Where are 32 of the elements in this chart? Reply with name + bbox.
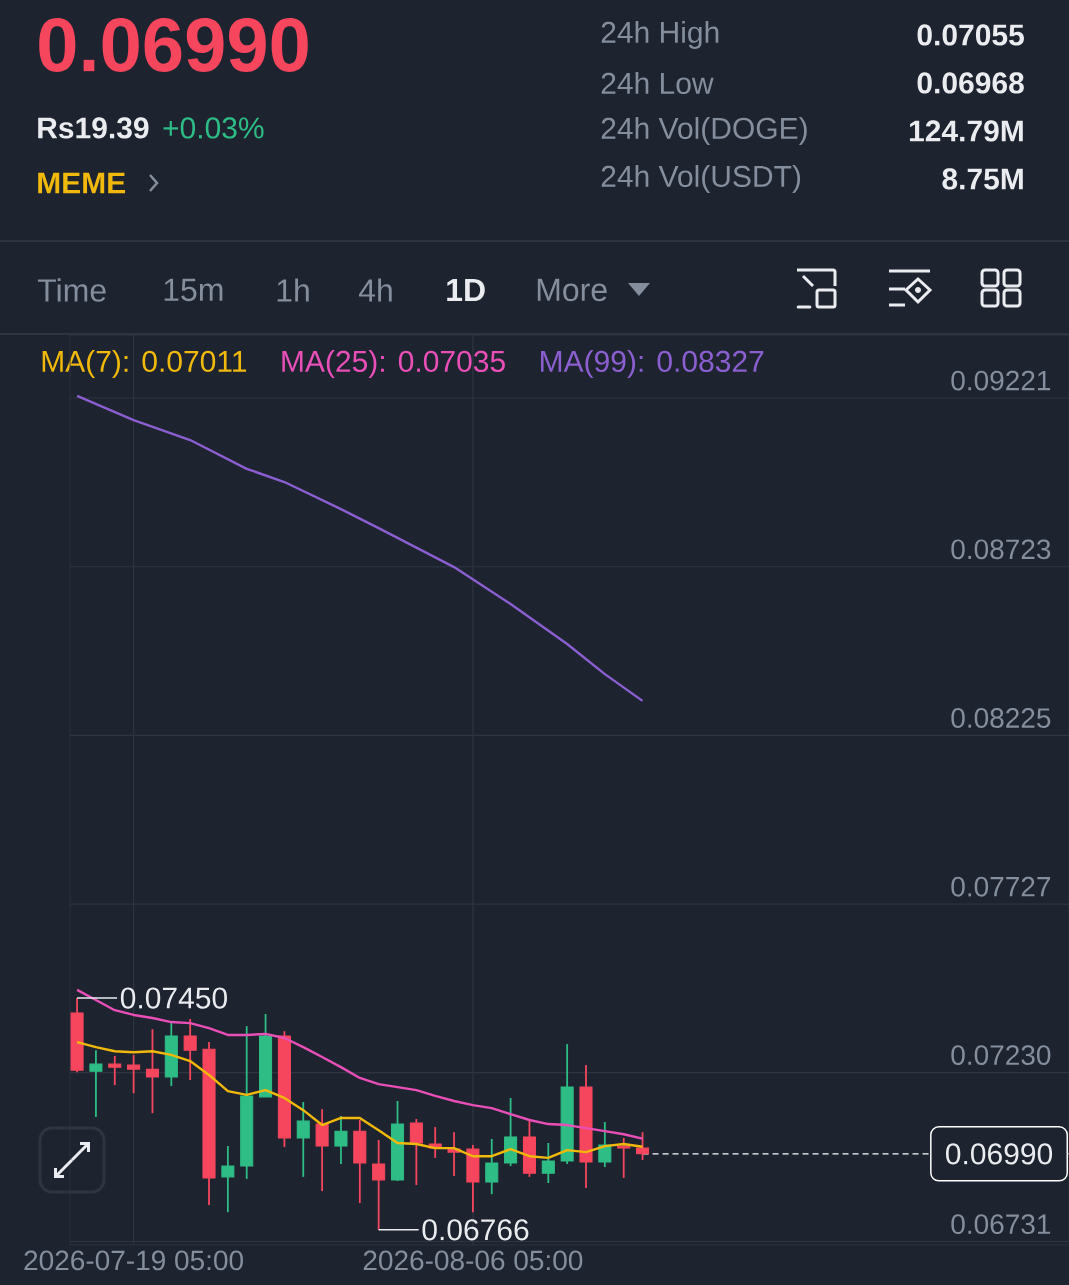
text: MA(7): 0.07011 [42,350,247,378]
y-tick-label: 0.09221 [951,370,1051,391]
x-tick-label: 2026-07-19 05:00 [24,1250,243,1271]
text: Time [37,278,106,302]
text: 124.79M [909,120,1023,142]
text: MA(99): 0.08327 [541,350,764,378]
y-tick-label: 0.07230 [951,1045,1051,1066]
text: 24h Vol(DOGE) [601,117,807,145]
text: MA(25): 0.07035 [282,350,505,378]
text: MEME [38,172,126,194]
y-tick-label: 0.08723 [951,539,1051,560]
text: 0.07055 [917,24,1024,46]
y-tick-label: 0.07727 [951,876,1051,897]
text: 24h Low [601,71,714,95]
chart-subtitle: Rs19.39 [38,117,149,139]
annotation: 0.06766 [422,1219,529,1241]
ref-line-label: 0.06990 [945,1143,1053,1165]
text: 4h [358,278,392,302]
text: More [537,278,607,302]
annotation: 0.07450 [120,987,227,1009]
chart-title: 0.06990 [39,18,308,72]
text: 24h High [601,21,719,49]
y-tick-label: 0.08225 [951,708,1051,728]
text: 15m [164,278,223,302]
text: +0.03% [163,117,264,139]
text: 1D [447,278,485,301]
text: 8.75M [942,168,1023,190]
x-tick-label: 2026-08-06 05:00 [363,1250,583,1271]
text: 24h Vol(USDT) [601,165,801,193]
text: 0.06968 [917,72,1024,94]
y-tick-label: 0.06731 [951,1214,1051,1235]
text: 1h [277,278,309,302]
